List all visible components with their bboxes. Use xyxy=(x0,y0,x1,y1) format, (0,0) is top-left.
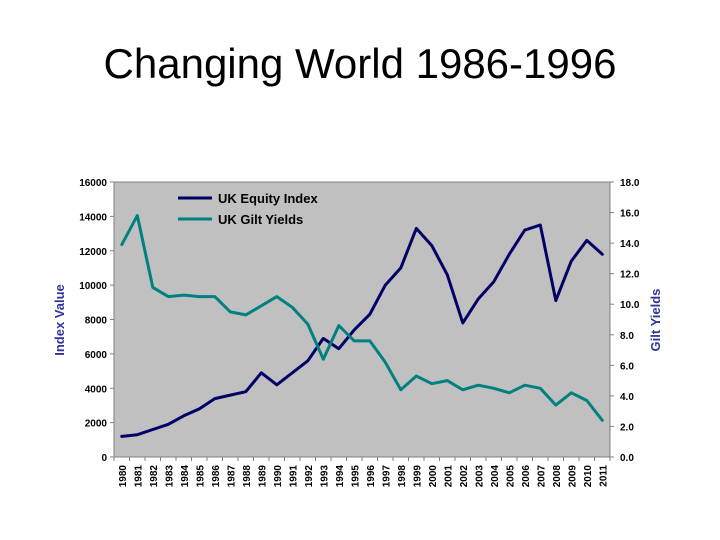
x-tick-label: 1992 xyxy=(304,465,315,488)
x-tick-label: 2011 xyxy=(598,465,609,487)
x-axis-ticks: 1980 1981 1982 1983 1984 1985 1986 1987 1988 1989… xyxy=(113,457,611,488)
y2-axis-ticks: 0.0 2.0 4.0 6.0 8.0 10.0 12.0 14.0 16.0 18.0 xyxy=(610,178,640,464)
y2-tick-label: 6.0 xyxy=(620,361,634,372)
x-tick-label: 1986 xyxy=(211,465,222,488)
y2-tick-label: 12.0 xyxy=(620,270,640,281)
y-tick-label: 2000 xyxy=(85,419,108,430)
y2-tick-label: 0.0 xyxy=(620,453,634,464)
x-tick-label: 2007 xyxy=(536,465,547,488)
x-tick-label: 1993 xyxy=(319,465,330,488)
series-line xyxy=(120,223,604,438)
x-tick-label: 2000 xyxy=(428,465,439,488)
x-tick-label: 1988 xyxy=(242,465,253,488)
x-tick-label: 2009 xyxy=(567,465,578,488)
series-layer xyxy=(120,214,604,438)
legend: UK Equity Index UK Gilt Yields xyxy=(178,191,318,227)
x-tick-label: 1995 xyxy=(350,465,361,488)
y2-tick-label: 4.0 xyxy=(620,392,634,403)
plot-background xyxy=(113,181,611,458)
y-tick-label: 10000 xyxy=(79,281,107,292)
x-tick-label: 1982 xyxy=(149,465,160,488)
x-tick-label: 1985 xyxy=(195,465,206,488)
x-tick-label: 1983 xyxy=(164,465,175,488)
y-tick-label: 16000 xyxy=(79,178,107,189)
x-tick-label: 2003 xyxy=(474,465,485,488)
x-tick-label: 1984 xyxy=(180,465,191,488)
x-tick-label: 2005 xyxy=(505,465,516,488)
y-tick-label: 0 xyxy=(101,453,107,464)
y-tick-label: 12000 xyxy=(79,247,107,258)
x-tick-label: 2006 xyxy=(521,465,532,488)
y-tick-label: 8000 xyxy=(85,316,108,327)
x-tick-label: 1999 xyxy=(412,465,423,488)
x-tick-label: 1980 xyxy=(118,465,129,488)
x-tick-label: 1989 xyxy=(257,465,268,488)
y-tick-label: 4000 xyxy=(85,384,108,395)
x-tick-label: 2002 xyxy=(459,465,470,488)
legend-label: UK Gilt Yields xyxy=(218,212,303,227)
y-axis-ticks: 0 2000 4000 6000 8000 10000 12000 14000 16000 xyxy=(79,178,114,464)
legend-label: UK Equity Index xyxy=(218,191,318,206)
series-line xyxy=(120,214,604,422)
y-tick-label: 6000 xyxy=(85,350,108,361)
x-tick-label: 1987 xyxy=(226,465,237,488)
y2-tick-label: 16.0 xyxy=(620,209,640,220)
y2-tick-label: 10.0 xyxy=(620,300,640,311)
x-tick-label: 1997 xyxy=(381,465,392,488)
x-tick-label: 1990 xyxy=(273,465,284,488)
slide-title: Changing World 1986-1996 xyxy=(103,40,617,87)
y2-tick-label: 2.0 xyxy=(620,422,634,433)
x-tick-label: 2001 xyxy=(443,465,454,488)
x-tick-label: 2004 xyxy=(490,465,501,488)
y2-axis-title: Gilt Yields xyxy=(648,289,663,352)
y-tick-label: 14000 xyxy=(79,212,107,223)
x-tick-label: 1994 xyxy=(335,465,346,488)
x-tick-label: 2008 xyxy=(552,465,563,488)
plot-area xyxy=(113,181,611,458)
x-tick-label: 1991 xyxy=(288,465,299,488)
x-tick-label: 1981 xyxy=(133,465,144,488)
x-tick-label: 2010 xyxy=(583,465,594,488)
y2-tick-label: 8.0 xyxy=(620,331,634,342)
x-tick-label: 1996 xyxy=(366,465,377,488)
x-tick-label: 1998 xyxy=(397,465,408,488)
y2-tick-label: 18.0 xyxy=(620,178,640,189)
y-axis-title: Index Value xyxy=(52,284,67,356)
y2-tick-label: 14.0 xyxy=(620,239,640,250)
